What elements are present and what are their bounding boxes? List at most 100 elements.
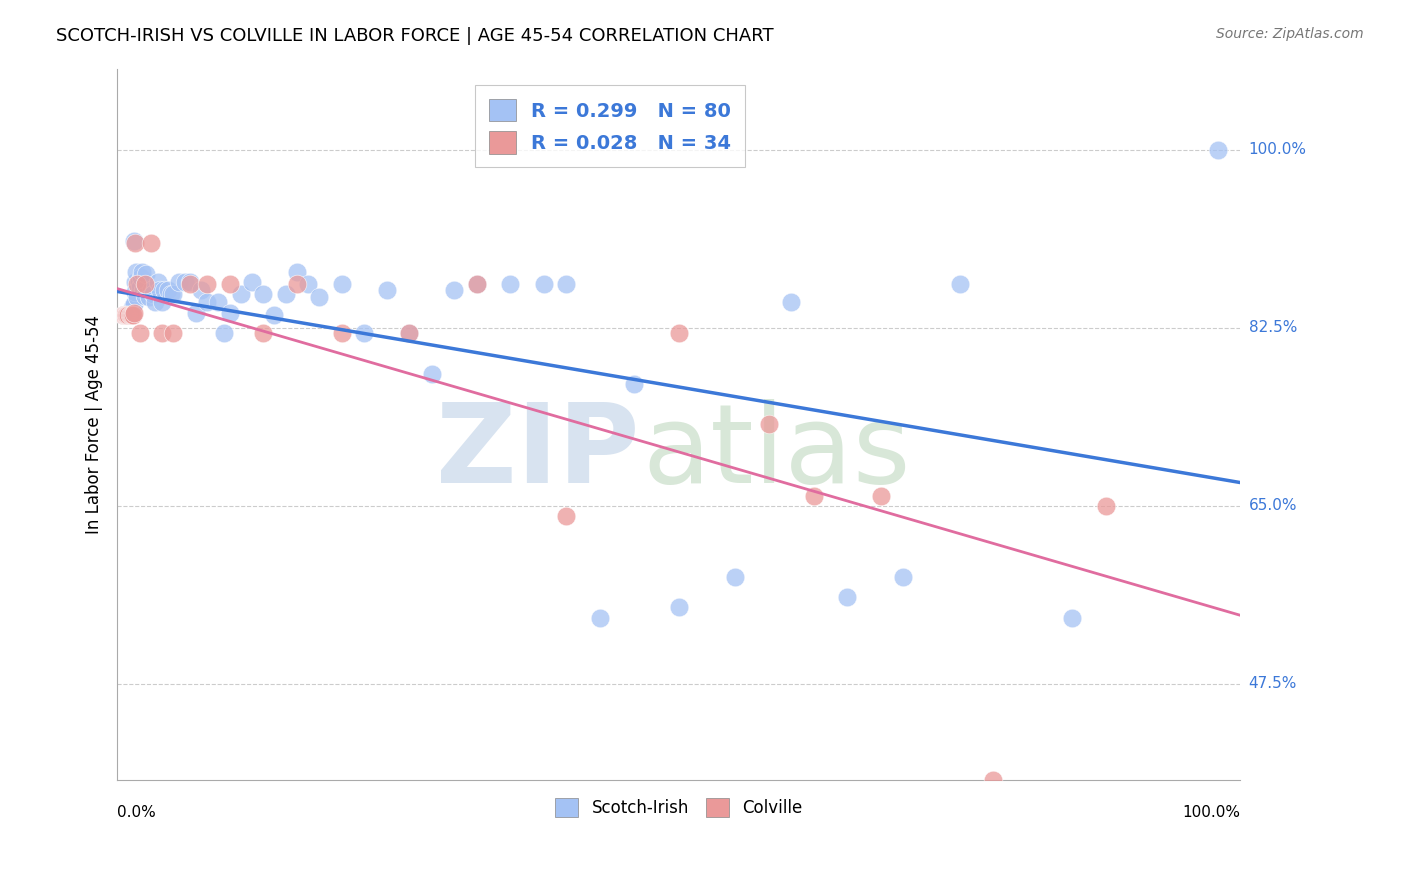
Point <box>668 326 690 340</box>
Point <box>229 287 252 301</box>
Point <box>122 300 145 314</box>
Point <box>120 303 142 318</box>
Point <box>149 283 172 297</box>
Point <box>948 277 970 291</box>
Point <box>139 283 162 297</box>
Point <box>981 773 1004 788</box>
Point <box>124 275 146 289</box>
Point <box>353 326 375 340</box>
Point <box>465 277 488 291</box>
Point <box>117 308 139 322</box>
Text: 65.0%: 65.0% <box>1249 499 1298 513</box>
Point <box>135 267 157 281</box>
Point <box>893 570 915 584</box>
Point <box>162 326 184 340</box>
Point <box>122 305 145 319</box>
Text: 47.5%: 47.5% <box>1249 676 1296 691</box>
Text: 0.0%: 0.0% <box>117 805 156 821</box>
Text: ZIP: ZIP <box>436 400 640 507</box>
Point <box>195 277 218 291</box>
Point <box>162 287 184 301</box>
Point <box>156 283 179 297</box>
Point <box>285 265 308 279</box>
Point <box>285 277 308 291</box>
Legend: Scotch-Irish, Colville: Scotch-Irish, Colville <box>547 789 811 825</box>
Text: Source: ZipAtlas.com: Source: ZipAtlas.com <box>1216 27 1364 41</box>
Point <box>1094 499 1116 513</box>
Point <box>145 295 167 310</box>
Point <box>212 326 235 340</box>
Point <box>195 295 218 310</box>
Point <box>190 283 212 297</box>
Point <box>112 308 135 322</box>
Point <box>124 285 146 300</box>
Point <box>117 308 139 322</box>
Point <box>330 326 353 340</box>
Point <box>114 308 136 322</box>
Y-axis label: In Labor Force | Age 45-54: In Labor Force | Age 45-54 <box>86 315 103 534</box>
Point <box>803 489 825 503</box>
Point <box>150 326 173 340</box>
Point <box>128 326 150 340</box>
Point <box>499 277 522 291</box>
Point <box>179 277 201 291</box>
Point <box>167 275 190 289</box>
Point <box>146 275 169 289</box>
Point <box>398 326 420 340</box>
Point <box>132 283 155 297</box>
Point <box>837 591 859 605</box>
Point <box>218 277 240 291</box>
Point <box>131 265 153 279</box>
Point <box>724 570 747 584</box>
Point <box>114 308 136 322</box>
Point <box>118 308 141 322</box>
Text: atlas: atlas <box>643 400 911 507</box>
Point <box>465 277 488 291</box>
Text: SCOTCH-IRISH VS COLVILLE IN LABOR FORCE | AGE 45-54 CORRELATION CHART: SCOTCH-IRISH VS COLVILLE IN LABOR FORCE … <box>56 27 773 45</box>
Point <box>207 295 229 310</box>
Point <box>1060 610 1083 624</box>
Point <box>117 308 139 322</box>
Point <box>240 275 263 289</box>
Point <box>112 308 135 322</box>
Point <box>120 308 142 322</box>
Point <box>125 265 148 279</box>
Point <box>173 275 195 289</box>
Point <box>118 308 141 322</box>
Point <box>150 295 173 310</box>
Point <box>758 417 780 432</box>
Point <box>555 277 578 291</box>
Point <box>184 305 207 319</box>
Point <box>623 376 645 391</box>
Point <box>589 610 612 624</box>
Point <box>121 301 143 316</box>
Point <box>398 326 420 340</box>
Point <box>780 295 803 310</box>
Point <box>555 508 578 523</box>
Point <box>111 308 134 322</box>
Point <box>1206 143 1229 157</box>
Point <box>117 308 139 322</box>
Point <box>121 308 143 322</box>
Point <box>138 290 160 304</box>
Point <box>111 308 134 322</box>
Point <box>533 277 555 291</box>
Point <box>142 287 165 301</box>
Point <box>111 308 134 322</box>
Point <box>117 308 139 322</box>
Point <box>134 277 156 291</box>
Point <box>115 308 138 322</box>
Point <box>375 283 398 297</box>
Point <box>117 308 139 322</box>
Point <box>122 308 145 322</box>
Point <box>179 275 201 289</box>
Point <box>308 290 330 304</box>
Point <box>139 236 162 251</box>
Text: 82.5%: 82.5% <box>1249 320 1296 335</box>
Point <box>115 308 138 322</box>
Point <box>115 308 138 322</box>
Point <box>420 367 443 381</box>
Point <box>115 308 138 322</box>
Point <box>127 290 149 304</box>
Point <box>668 600 690 615</box>
